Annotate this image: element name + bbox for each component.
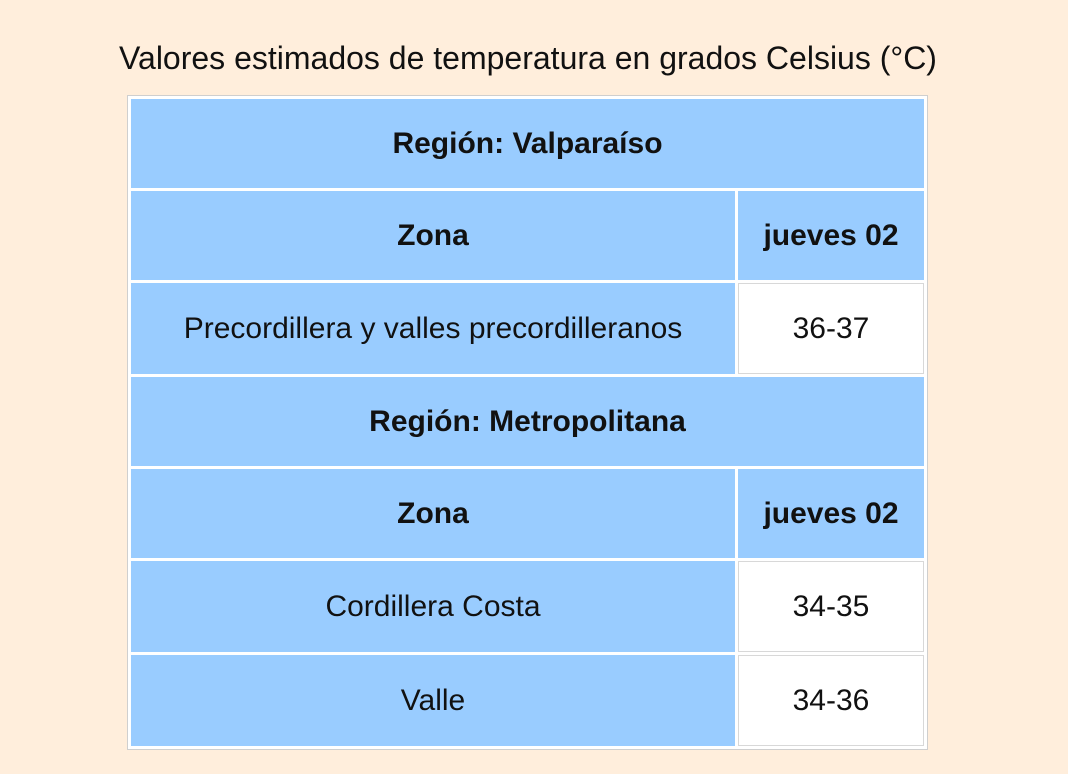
data-row: Precordillera y valles precordilleranos … xyxy=(131,283,924,374)
region-header: Región: Valparaíso xyxy=(131,99,924,188)
section: Región: Valparaíso Zona jueves 02 Precor… xyxy=(131,99,924,746)
temperature-table: Región: Valparaíso Zona jueves 02 Precor… xyxy=(127,95,928,750)
zone-cell: Precordillera y valles precordilleranos xyxy=(131,283,735,374)
column-header: Zona xyxy=(131,469,735,558)
region-row: Región: Metropolitana xyxy=(131,377,924,466)
title: Valores estimados de temperatura en grad… xyxy=(119,40,937,76)
data-row: Cordillera Costa 34-35 xyxy=(131,561,924,652)
column-header: jueves 02 xyxy=(738,469,924,558)
column-header: jueves 02 xyxy=(738,191,924,280)
column-header: Zona xyxy=(131,191,735,280)
header-row: Zona jueves 02 xyxy=(131,191,924,280)
zone-cell: Valle xyxy=(131,655,735,746)
region-row: Región: Valparaíso xyxy=(131,99,924,188)
zone-cell: Cordillera Costa xyxy=(131,561,735,652)
value-cell: 34-35 xyxy=(738,561,924,652)
region-header: Región: Metropolitana xyxy=(131,377,924,466)
header-row: Zona jueves 02 xyxy=(131,469,924,558)
value-cell: 34-36 xyxy=(738,655,924,746)
data-row: Valle 34-36 xyxy=(131,655,924,746)
value-cell: 36-37 xyxy=(738,283,924,374)
